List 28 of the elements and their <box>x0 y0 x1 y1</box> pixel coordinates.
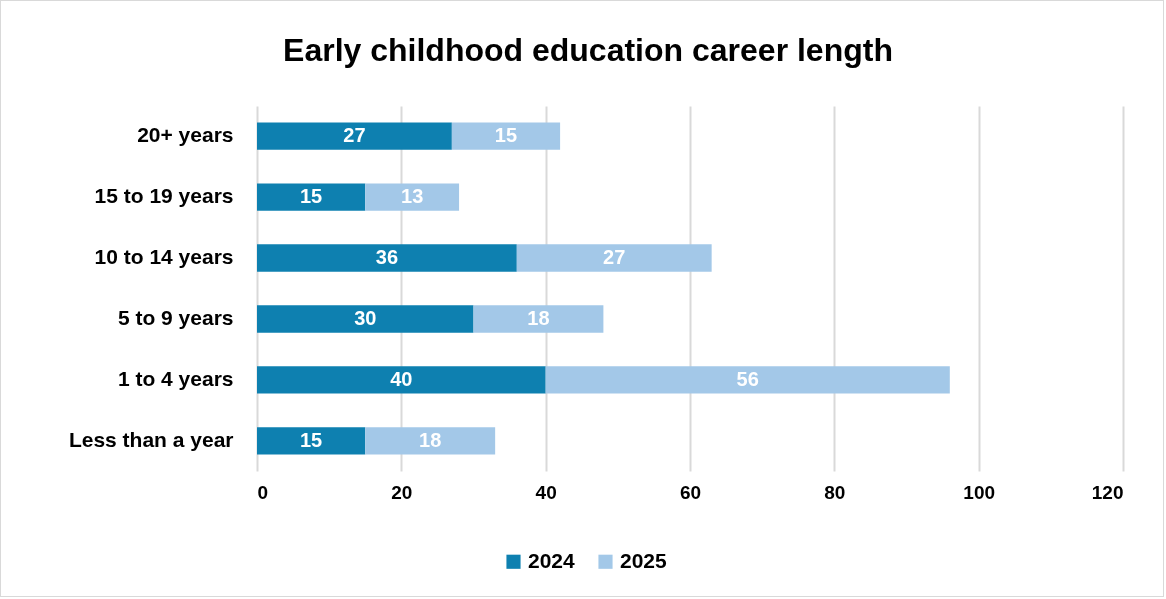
x-tick-label: 100 <box>963 481 996 503</box>
y-tick-label: 1 to 4 years <box>117 366 234 390</box>
data-label: 18 <box>527 306 550 329</box>
legend-label: 2024 <box>528 548 576 572</box>
y-tick-label: 5 to 9 years <box>117 305 234 329</box>
legend-label: 2025 <box>620 548 668 572</box>
x-tick-label: 80 <box>824 481 846 503</box>
data-label: 27 <box>343 124 366 147</box>
y-tick-label: Less than a year <box>68 427 234 451</box>
data-label: 27 <box>603 246 626 269</box>
data-label: 40 <box>390 367 413 390</box>
x-tick-label: 0 <box>257 481 269 503</box>
chart-title: Early childhood education career length <box>283 32 893 68</box>
data-label: 15 <box>300 185 323 208</box>
data-label: 56 <box>736 367 759 390</box>
data-label: 15 <box>300 428 323 451</box>
x-tick-label: 120 <box>1091 481 1124 503</box>
data-label: 36 <box>375 246 399 269</box>
y-tick-label: 20+ years <box>137 123 234 147</box>
y-tick-label: 10 to 14 years <box>94 245 234 269</box>
x-tick-label: 40 <box>535 481 557 503</box>
data-label: 13 <box>401 185 424 208</box>
x-tick-label: 60 <box>679 481 702 503</box>
y-tick-label: 15 to 19 years <box>94 184 234 208</box>
data-label: 15 <box>494 124 518 147</box>
data-label: 18 <box>419 428 442 451</box>
x-tick-label: 20 <box>391 481 413 503</box>
data-label: 30 <box>354 306 377 329</box>
